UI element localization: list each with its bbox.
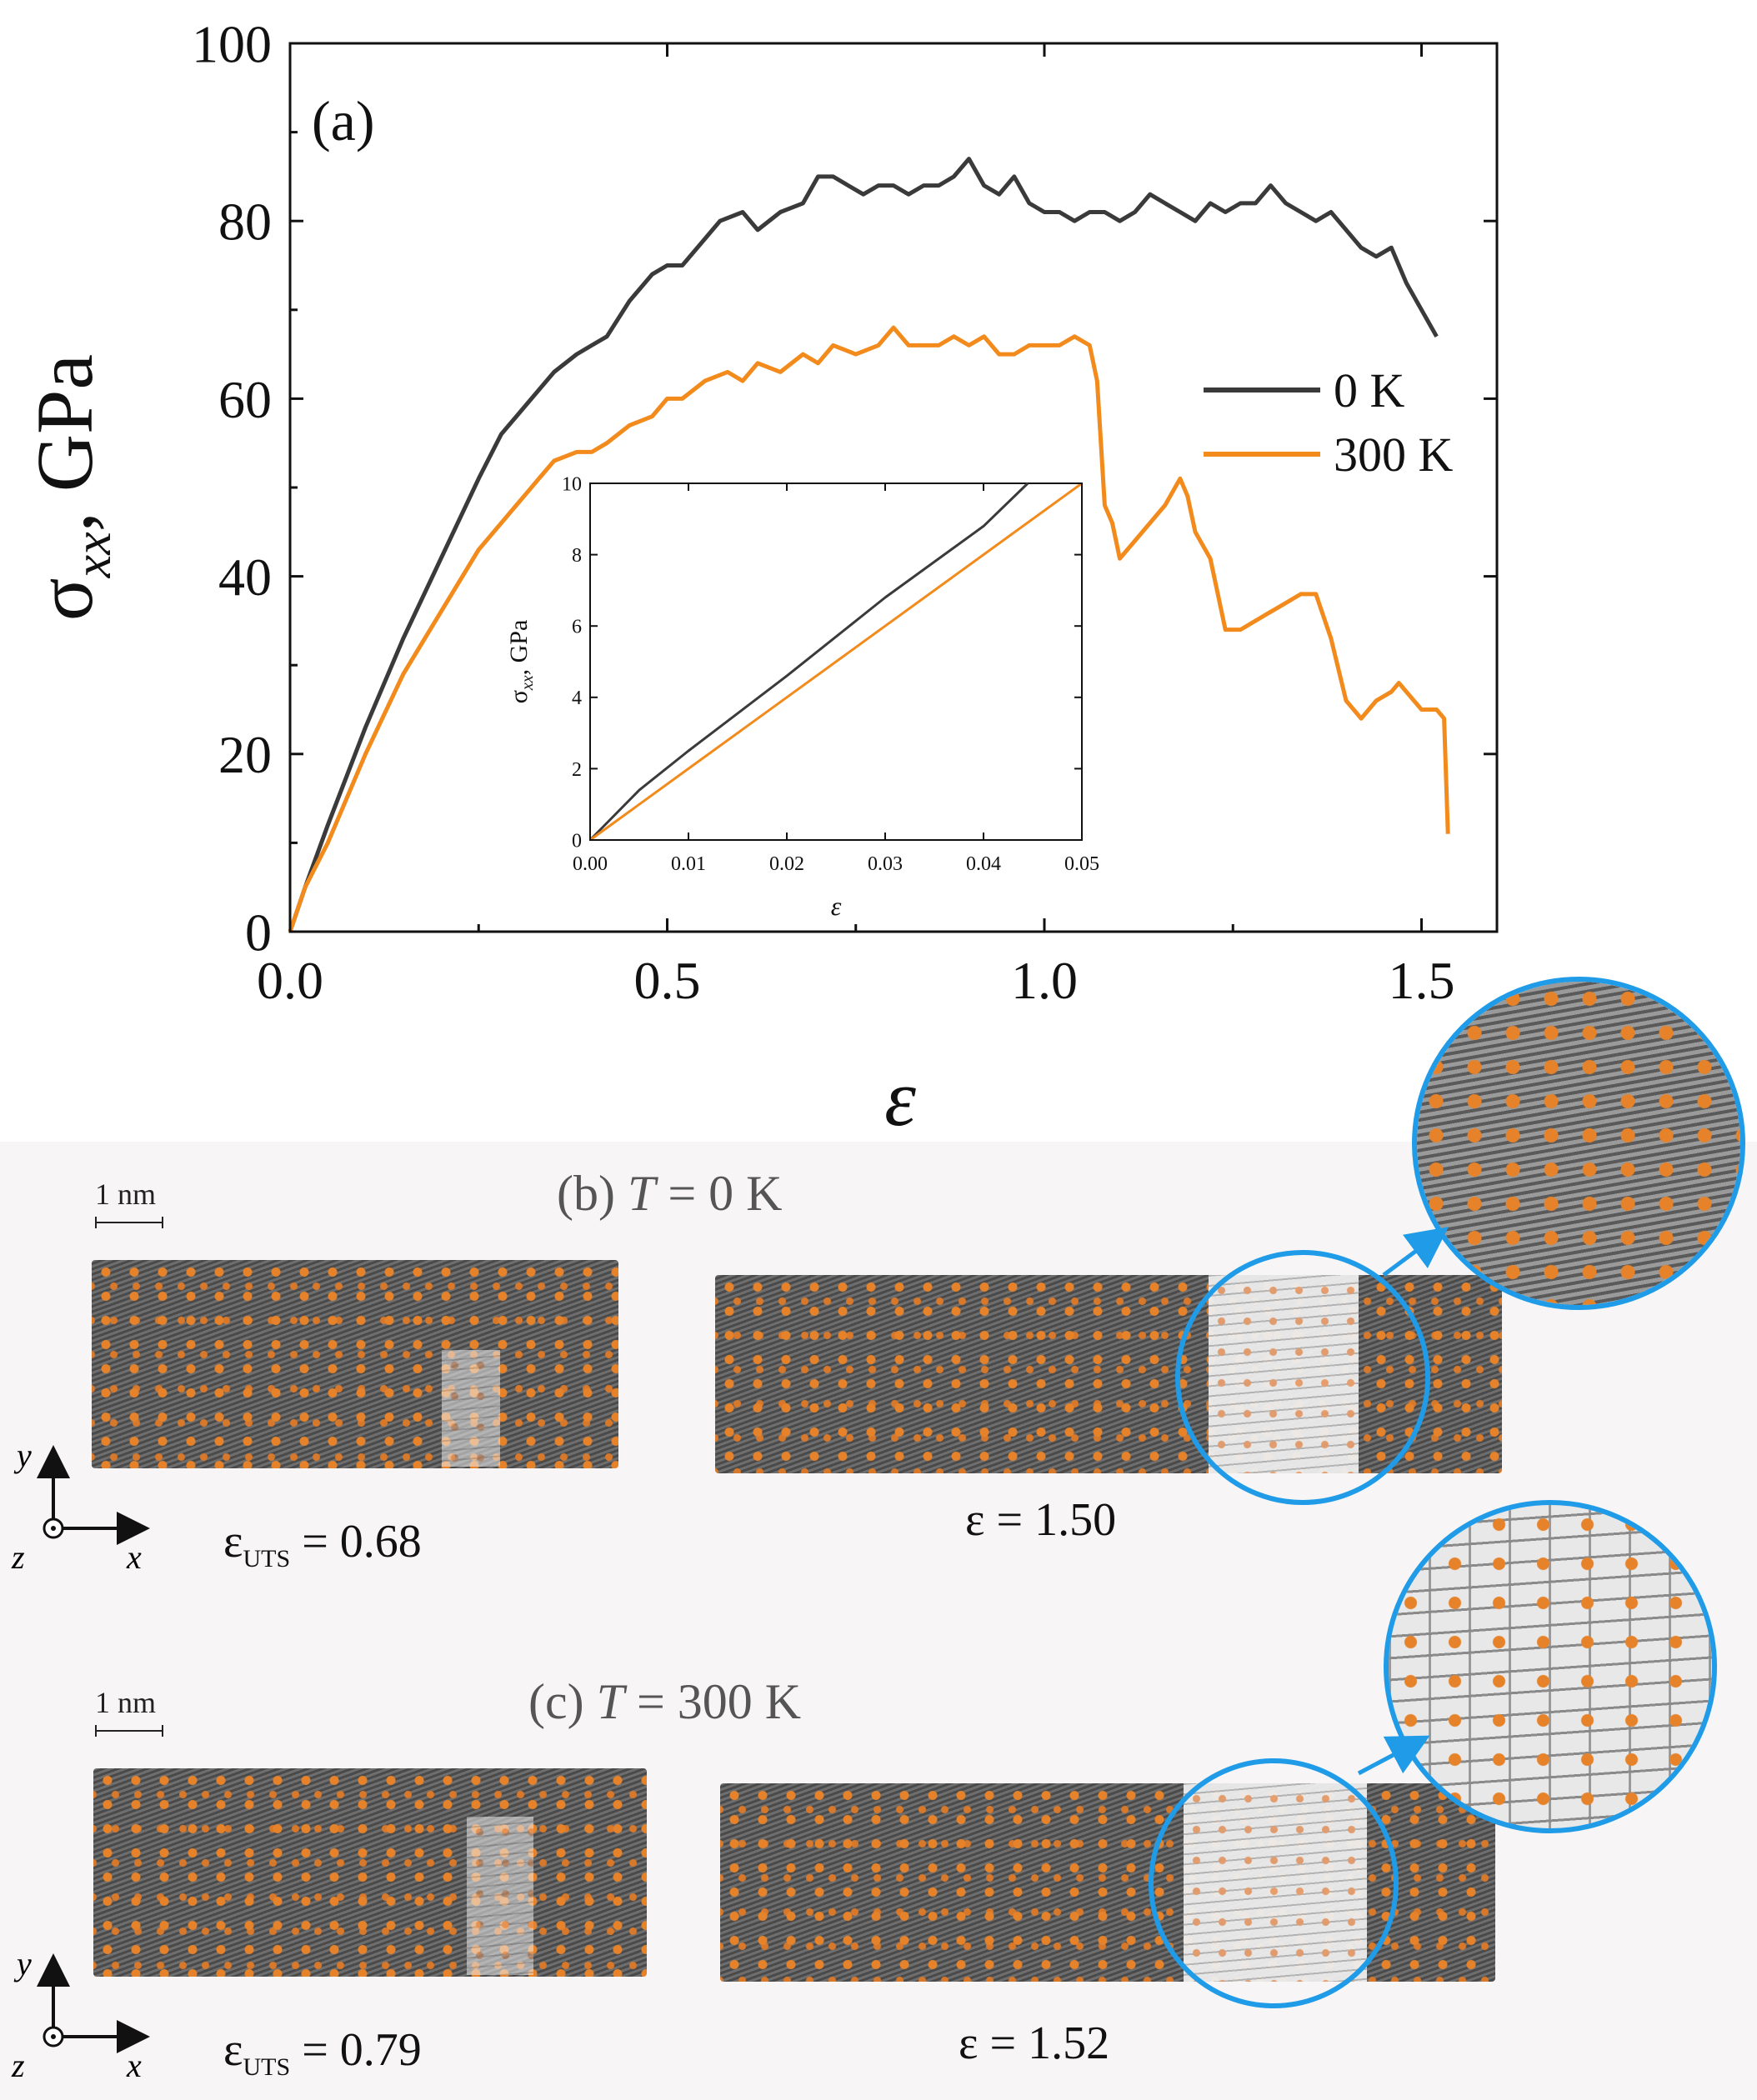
panel-c-title: (c) T = 300 K <box>528 1673 801 1731</box>
x-axis-letter: x <box>126 1538 142 1576</box>
y-label-subscript: xx <box>65 532 122 579</box>
panel-b-strain-label: ε = 1.50 <box>965 1494 1117 1546</box>
inset-y-tick-label: 10 <box>562 473 582 495</box>
inset-chart: 0.00 0.01 0.02 0.03 0.04 0.05 0 2 4 6 8 10 ε σxx, GPa <box>505 473 1099 921</box>
panel-c-axes-icon: y x z <box>11 1945 150 2084</box>
scale-bar-line <box>95 1725 163 1737</box>
inset-series-line-0 <box>588 482 1029 842</box>
inset-x-tick-label: 0.04 <box>966 853 1001 875</box>
main-series-line-0 <box>288 157 1439 932</box>
panel-b-scale-label: 1 nm <box>95 1178 157 1211</box>
panel-c-uts-label: εUTS = 0.79 <box>223 2023 422 2082</box>
panel-b-axes-icon: y x z <box>11 1437 150 1576</box>
y-axis-letter: y <box>13 1945 32 1982</box>
inset-x-tick-label: 0.05 <box>1064 853 1099 875</box>
panel-c-slab-uts <box>93 1768 647 1977</box>
panel-b-slab-uts <box>92 1260 618 1468</box>
main-x-tick-label: 1.5 <box>1389 951 1455 1010</box>
main-x-tick-label: 0.5 <box>634 951 701 1010</box>
inset-y-tick-label: 6 <box>572 617 582 638</box>
panel-c-zoom-arrow <box>1357 1735 1430 1776</box>
legend-label-1: 300 K <box>1334 428 1454 482</box>
inset-x-tick-label: 0.00 <box>573 853 608 875</box>
main-x-axis-label: ε <box>884 1053 916 1142</box>
inset-y-tick-label: 0 <box>572 830 582 852</box>
panel-c-title-prefix: (c) <box>528 1674 597 1729</box>
panel-c-zoom-circle-large <box>1384 1500 1717 1833</box>
panel-b-title-prefix: (b) <box>557 1166 628 1221</box>
x-axis-letter: x <box>126 2047 142 2084</box>
inset-x-tick-label: 0.02 <box>769 853 804 875</box>
inset-y-tick-label: 2 <box>572 759 582 781</box>
main-x-tick-label: 0.0 <box>257 951 323 1010</box>
panel-b-zoom-circle-large <box>1412 977 1745 1310</box>
uts-subscript: UTS <box>243 1545 291 1573</box>
panel-a-label: (a) <box>312 89 374 152</box>
main-y-tick-label: 60 <box>218 370 272 429</box>
main-y-tick-label: 80 <box>218 192 272 252</box>
z-axis-letter: z <box>11 1538 25 1576</box>
inset-x-tick-label: 0.01 <box>671 853 706 875</box>
uts-value: = 0.79 <box>290 2024 422 2076</box>
panel-c-title-suffix: = 300 K <box>623 1674 802 1729</box>
panel-b-uts-label: εUTS = 0.68 <box>223 1515 422 1573</box>
y-label-sigma: σ <box>20 578 109 621</box>
scale-bar-line <box>95 1217 163 1228</box>
main-x-tick-label: 1.0 <box>1011 951 1078 1010</box>
z-axis-letter: z <box>11 2047 25 2084</box>
uts-value: = 0.68 <box>290 1516 422 1568</box>
panel-b-zoom-circle-small <box>1175 1250 1430 1505</box>
inset-x-tick-label: 0.03 <box>868 853 903 875</box>
main-y-tick-label: 0 <box>245 902 272 962</box>
inset-series-line-1 <box>589 482 1083 842</box>
panel-c-zoom-circle-small <box>1149 1758 1399 2008</box>
inset-y-tick-label: 4 <box>572 688 582 709</box>
panel-c-uts-void <box>467 1817 533 1975</box>
panel-b-title-suffix: = 0 K <box>655 1166 783 1221</box>
main-y-tick-label: 40 <box>218 548 272 607</box>
panel-c-scale-label: 1 nm <box>95 1686 157 1719</box>
inset-y-axis-label: σxx, GPa <box>505 620 537 704</box>
y-axis-letter: y <box>13 1437 32 1474</box>
main-y-tick-label: 100 <box>192 14 272 73</box>
uts-symbol: ε <box>223 1516 243 1568</box>
panel-b-title: (b) T = 0 K <box>557 1165 783 1222</box>
uts-symbol: ε <box>223 2024 243 2076</box>
panel-c-scale-bar: 1 nm <box>95 1685 163 1737</box>
inset-x-axis-label: ε <box>831 891 842 921</box>
panel-b-scale-bar: 1 nm <box>95 1177 163 1228</box>
main-y-axis-label: σxx, GPa <box>20 354 122 621</box>
y-label-unit: , GPa <box>20 354 109 532</box>
main-y-tick-label: 20 <box>218 725 272 784</box>
panel-c-title-var: T <box>596 1674 624 1729</box>
inset-y-tick-label: 8 <box>572 545 582 567</box>
uts-subscript: UTS <box>243 2053 291 2082</box>
panel-b-zoom-arrow <box>1382 1227 1449 1278</box>
panel-c-strain-label: ε = 1.52 <box>959 2018 1110 2069</box>
legend-label-0: 0 K <box>1334 363 1405 418</box>
panel-b-title-var: T <box>627 1166 656 1221</box>
panel-b-uts-void <box>442 1350 500 1467</box>
main-series-line-1 <box>288 325 1450 932</box>
